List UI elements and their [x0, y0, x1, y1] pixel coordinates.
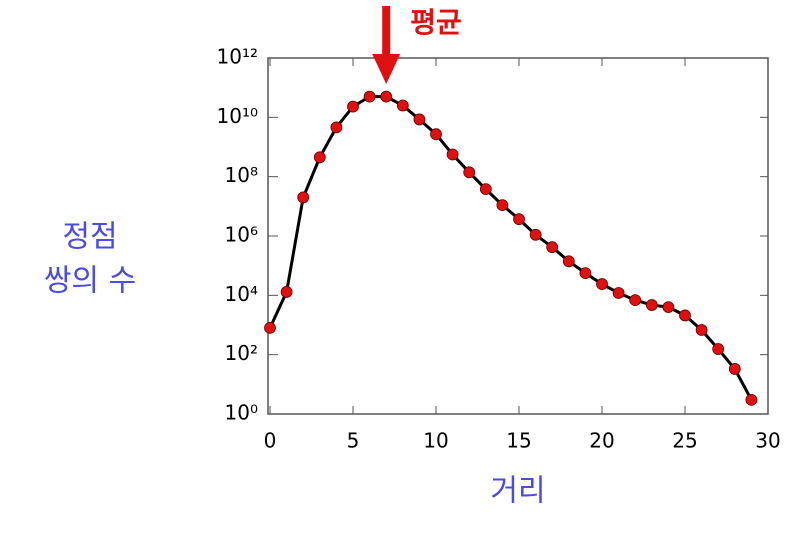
data-point — [313, 151, 326, 164]
y-axis-label: 쌍의 수 — [44, 264, 136, 299]
data-point — [347, 100, 359, 113]
data-point — [745, 393, 758, 406]
x-tick-label: 20 — [589, 429, 614, 453]
y-axis-label: 정점 — [62, 220, 117, 255]
data-point — [513, 213, 525, 226]
data-point — [280, 286, 293, 298]
x-tick-label: 15 — [506, 429, 531, 453]
data-point — [297, 191, 310, 204]
x-tick-label: 10 — [423, 429, 448, 453]
x-tick-label: 5 — [347, 429, 360, 453]
data-point — [479, 183, 492, 196]
data-point — [463, 166, 476, 179]
annotation-label: 평균 — [410, 6, 462, 39]
y-tick-label: 10⁴ — [225, 282, 258, 306]
x-tick-label: 25 — [672, 429, 697, 453]
data-point — [529, 228, 542, 241]
data-point — [380, 90, 393, 103]
data-point — [629, 294, 642, 307]
data-point — [579, 267, 592, 280]
data-point — [695, 324, 708, 336]
data-point — [596, 278, 608, 290]
data-point — [728, 363, 741, 375]
data-point — [662, 301, 675, 314]
x-tick-label: 30 — [755, 429, 780, 453]
data-point — [562, 255, 575, 268]
y-tick-label: 10¹² — [217, 45, 258, 69]
y-tick-label: 10¹⁰ — [217, 104, 258, 128]
data-point — [645, 299, 658, 311]
y-tick-label: 10⁸ — [225, 163, 258, 187]
data-point — [363, 90, 376, 103]
data-point — [546, 241, 559, 254]
data-point — [496, 199, 509, 212]
data-point — [430, 128, 442, 141]
data-point — [679, 309, 691, 322]
data-point — [264, 321, 276, 334]
data-point — [712, 343, 725, 355]
annotation-arrowhead — [372, 54, 401, 84]
x-tick-label: 0 — [264, 429, 277, 453]
y-tick-label: 10² — [225, 341, 258, 365]
data-point — [330, 121, 343, 134]
y-tick-label: 10⁶ — [225, 223, 258, 247]
data-point — [396, 99, 409, 112]
data-point — [612, 287, 625, 299]
series-line — [268, 95, 753, 401]
y-tick-label: 10⁰ — [225, 401, 258, 425]
data-point — [413, 113, 426, 126]
plot-frame — [267, 57, 769, 415]
x-axis-label: 거리 — [490, 474, 545, 509]
data-point — [446, 148, 459, 161]
